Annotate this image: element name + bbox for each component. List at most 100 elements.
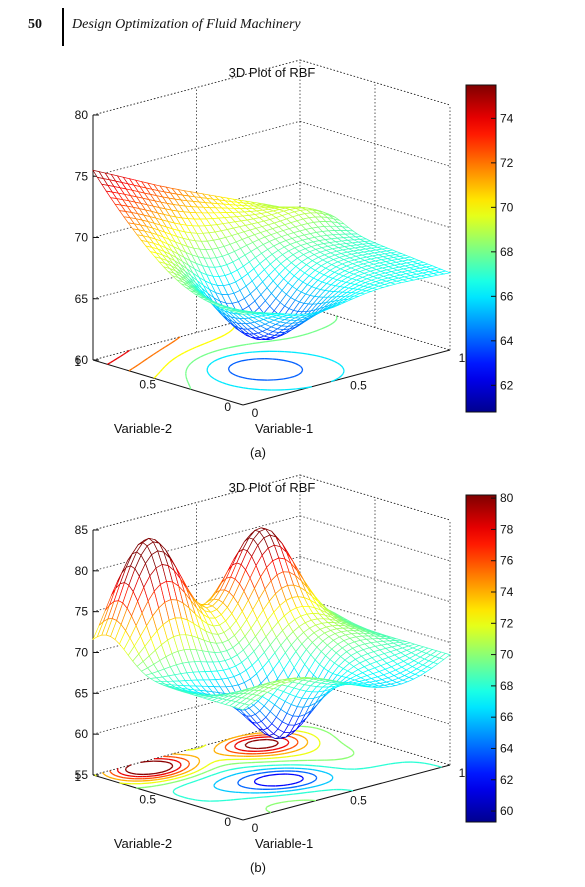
contour-segment xyxy=(188,781,194,784)
contour-segment xyxy=(143,358,148,362)
contour-segment xyxy=(237,741,239,744)
contour-segment xyxy=(233,344,241,348)
x-axis-label: Variable-1 xyxy=(255,836,313,851)
contour-segment xyxy=(311,773,316,777)
contour-segment xyxy=(227,365,231,369)
contour-segment xyxy=(328,773,332,776)
contour-segment xyxy=(295,780,301,784)
contour-segment xyxy=(188,772,194,776)
contour-segment xyxy=(298,774,303,778)
contour-segment xyxy=(376,764,383,768)
contour-segment xyxy=(154,774,161,777)
contour-segment xyxy=(281,800,289,804)
colorbar-tick-label: 62 xyxy=(500,773,514,787)
colorbar-tick-label: 66 xyxy=(500,289,514,303)
contour-segment xyxy=(238,784,242,787)
colorbar-tick-label: 72 xyxy=(500,616,514,630)
contour-segment xyxy=(169,756,176,758)
contour-segment xyxy=(232,353,239,356)
contour-segment xyxy=(226,742,230,746)
contour-segment xyxy=(296,387,304,390)
contour-segment xyxy=(235,742,238,746)
colorbar-tick-label: 76 xyxy=(500,554,514,568)
contour-segment xyxy=(194,755,199,759)
surface-cell xyxy=(438,270,452,275)
contour-segment xyxy=(131,366,136,370)
contour-segment xyxy=(245,387,249,390)
z-tick-label: 60 xyxy=(75,727,89,741)
contour-segment xyxy=(188,348,193,352)
contour-segment xyxy=(307,732,312,735)
contour-segment xyxy=(119,782,125,785)
contour-segment xyxy=(307,782,311,785)
contour-segment xyxy=(232,738,238,742)
contour-segment xyxy=(299,746,304,750)
contour-segment xyxy=(184,773,190,777)
contour-segment xyxy=(173,759,178,762)
contour-segment xyxy=(235,374,239,378)
contour-segment xyxy=(193,358,198,362)
contour-segment xyxy=(265,749,273,752)
contour-segment xyxy=(296,742,299,745)
contour-segment xyxy=(191,766,196,771)
contour-segment xyxy=(197,769,200,772)
contour-segment xyxy=(242,738,248,742)
contour-segment xyxy=(230,767,238,771)
grid-line xyxy=(92,182,301,238)
grid-line xyxy=(92,59,301,116)
grid-line xyxy=(92,304,301,361)
contour-segment xyxy=(272,339,280,342)
contour-segment xyxy=(294,733,300,736)
z-tick-label: 80 xyxy=(75,564,89,578)
contour-segment xyxy=(290,785,298,789)
contour-segment xyxy=(172,790,175,793)
contour-segment xyxy=(169,781,176,784)
contour-segment xyxy=(169,762,173,766)
grid-line xyxy=(92,474,301,531)
contour-segment xyxy=(166,771,172,775)
contour-segment xyxy=(212,349,218,353)
contour-segment xyxy=(285,337,293,340)
contour-segment xyxy=(212,338,218,341)
contour-segment xyxy=(317,738,320,741)
contour-segment xyxy=(266,804,272,808)
contour-segment xyxy=(174,787,177,790)
contour-segment xyxy=(272,739,277,742)
contour-segment xyxy=(370,765,377,769)
contour-segment xyxy=(197,777,203,781)
contour-segment xyxy=(290,750,296,753)
contour-segment xyxy=(232,361,238,365)
contour-segment xyxy=(343,743,346,746)
contour-segment xyxy=(169,342,173,345)
contour-segment xyxy=(295,738,298,741)
contour-segment xyxy=(297,364,301,367)
contour-segment xyxy=(342,371,345,374)
contour-segment xyxy=(168,359,173,363)
figure-b: 3D Plot of RBF 55 60 65 70 75 80 85 0 0.5 1 0 0.5 1 Va… xyxy=(0,470,585,882)
contour-segment xyxy=(119,353,124,358)
contour-segment xyxy=(168,778,174,781)
contour-segment xyxy=(227,331,230,334)
contour-segment xyxy=(247,737,254,740)
contour-segment xyxy=(224,332,229,336)
contour-segment xyxy=(151,781,157,784)
contour-segment xyxy=(287,742,290,745)
contour-segment xyxy=(320,728,325,732)
contour-segment xyxy=(162,366,166,370)
contour-segment xyxy=(283,784,288,786)
colorbar-tick-label: 74 xyxy=(500,111,514,125)
contour-segment xyxy=(179,772,185,776)
contour-segment xyxy=(275,784,284,787)
contour-segment xyxy=(286,744,289,746)
contour-segment xyxy=(236,360,243,363)
contour-segment xyxy=(180,795,185,799)
contour-segment xyxy=(184,758,188,762)
contour-segment xyxy=(186,379,189,382)
page-header: 50 Design Optimization of Fluid Machiner… xyxy=(0,0,585,50)
contour-segment xyxy=(395,761,403,764)
contour-segment xyxy=(291,789,299,792)
contour-segment xyxy=(239,343,247,347)
z-tick-label: 80 xyxy=(75,108,89,122)
contour-segment xyxy=(424,762,430,765)
contour-segment xyxy=(158,775,166,778)
